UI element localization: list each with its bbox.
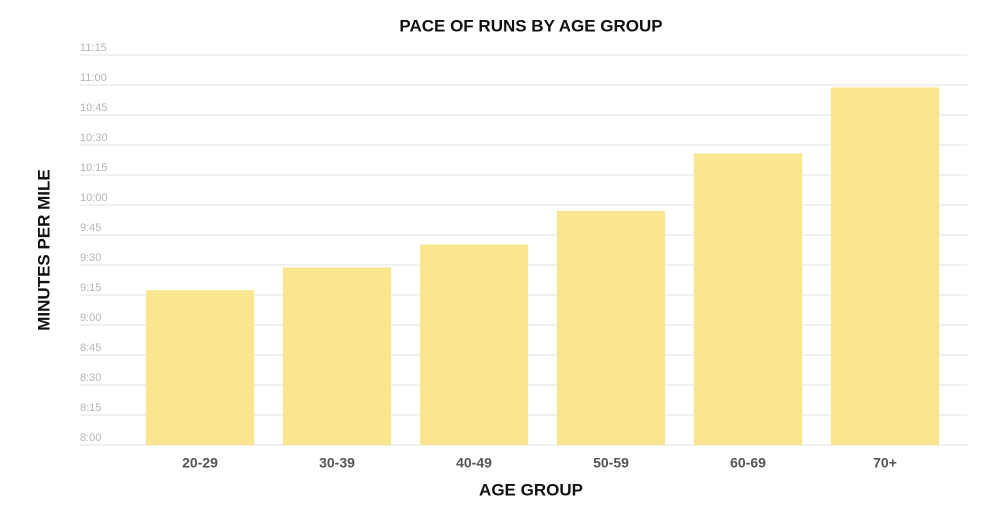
- y-tick-label: 8:30: [80, 372, 101, 384]
- y-tick-label: 10:45: [80, 102, 108, 114]
- y-axis-label: MINUTES PER MILE: [34, 169, 53, 331]
- y-tick-label: 8:00: [80, 432, 101, 444]
- y-tick-label: 8:45: [80, 342, 101, 354]
- y-tick-label: 10:15: [80, 162, 108, 174]
- x-tick-label: 30-39: [319, 455, 355, 471]
- y-tick-label: 8:15: [80, 402, 101, 414]
- bar: [145, 290, 255, 445]
- y-tick-label: 10:30: [80, 132, 108, 144]
- y-tick-label: 9:45: [80, 222, 101, 234]
- y-tick-label: 11:00: [80, 72, 107, 84]
- bar: [693, 153, 803, 445]
- chart-title: PACE OF RUNS BY AGE GROUP: [399, 16, 662, 35]
- x-tick-label: 60-69: [730, 455, 766, 471]
- bar: [419, 244, 529, 445]
- bar: [830, 87, 940, 446]
- y-tick-label: 10:00: [80, 192, 108, 204]
- bar: [282, 267, 392, 445]
- bar: [556, 211, 666, 445]
- x-axis-label: AGE GROUP: [479, 480, 583, 499]
- y-tick-label: 11:15: [80, 42, 107, 54]
- x-tick-label: 40-49: [456, 455, 492, 471]
- y-tick-label: 9:15: [80, 282, 101, 294]
- x-tick-label: 20-29: [182, 455, 218, 471]
- y-tick-label: 9:30: [80, 252, 101, 264]
- x-tick-label: 70+: [873, 455, 897, 471]
- y-tick-label: 9:00: [80, 312, 101, 324]
- x-tick-label: 50-59: [593, 455, 629, 471]
